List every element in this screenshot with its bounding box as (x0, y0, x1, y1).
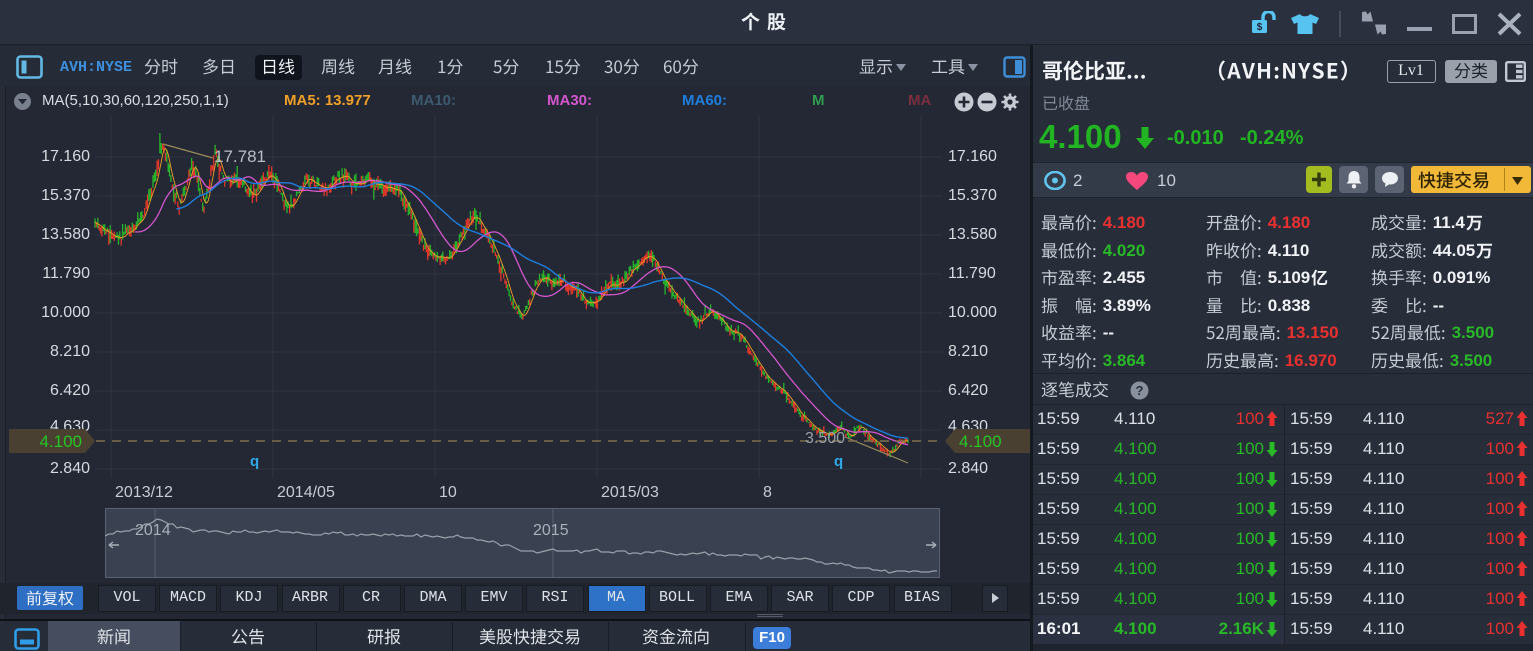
svg-text:2015: 2015 (533, 522, 569, 539)
svg-text:4.100: 4.100 (959, 432, 1002, 451)
svg-text:4.100: 4.100 (39, 432, 82, 451)
svg-text:$: $ (1257, 22, 1263, 33)
svg-text:?: ? (1136, 383, 1144, 398)
svg-text:2014: 2014 (135, 522, 171, 539)
